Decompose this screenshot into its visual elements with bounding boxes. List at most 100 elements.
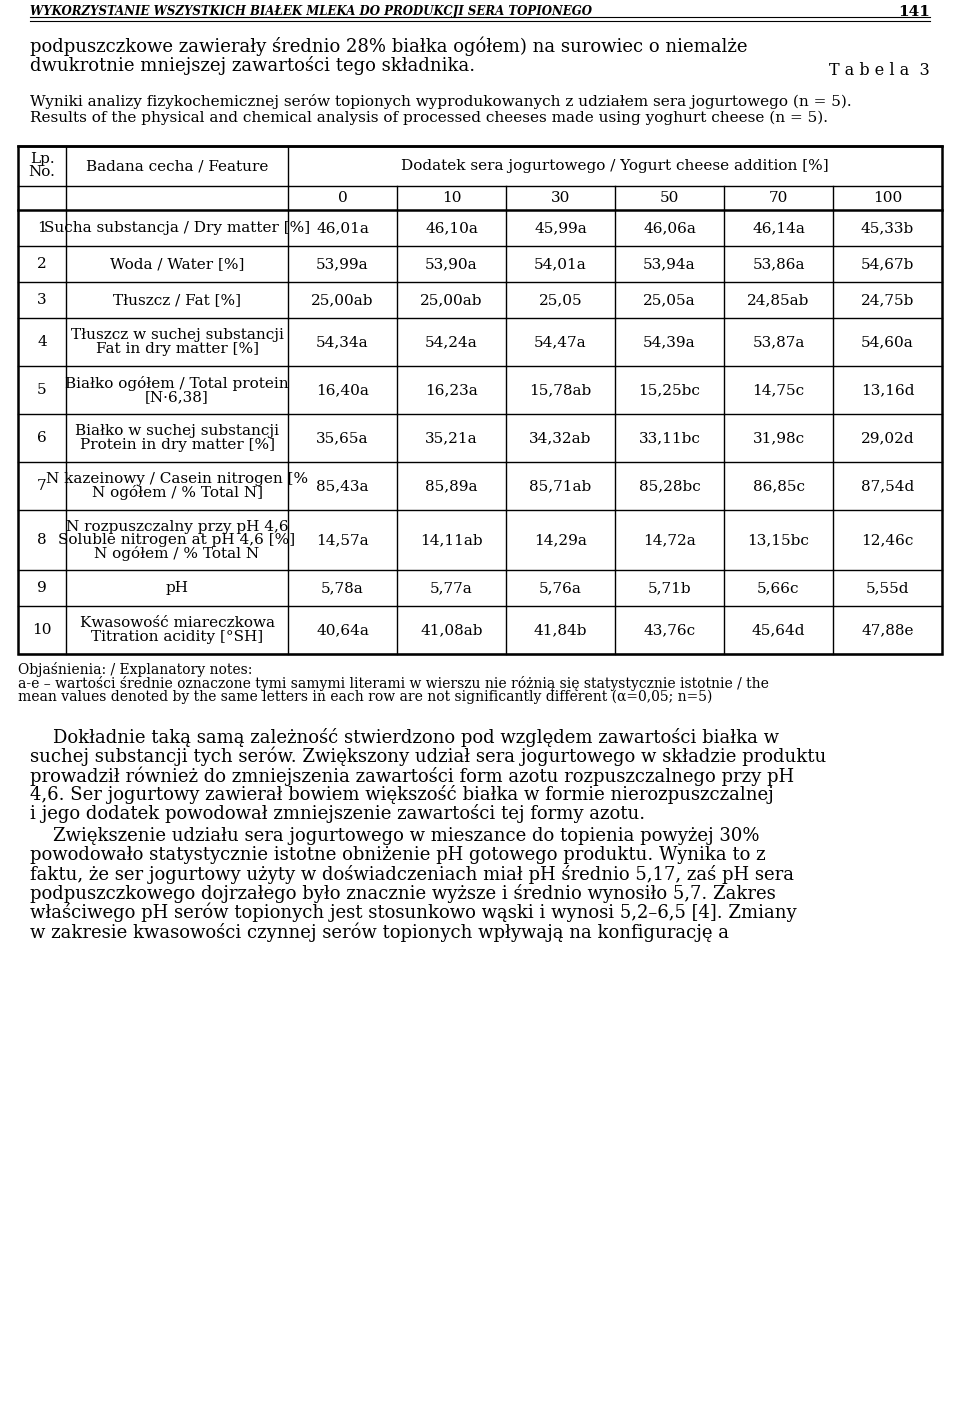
Text: 45,99a: 45,99a [534,221,587,235]
Text: 54,39a: 54,39a [643,335,696,349]
Text: 13,16d: 13,16d [861,383,914,397]
Text: 5,66c: 5,66c [757,581,800,595]
Text: Soluble nitrogen at pH 4,6 [%]: Soluble nitrogen at pH 4,6 [%] [59,533,296,547]
Text: 53,87a: 53,87a [753,335,804,349]
Text: 16,23a: 16,23a [425,383,478,397]
Text: Dokładnie taką samą zależność stwierdzono pod względem zawartości białka w: Dokładnie taką samą zależność stwierdzon… [30,727,779,747]
Text: 24,75b: 24,75b [861,293,914,307]
Text: 85,43a: 85,43a [316,478,369,492]
Text: 86,85c: 86,85c [753,478,804,492]
Text: 14,72a: 14,72a [643,533,696,547]
Text: [N·6,38]: [N·6,38] [145,390,209,404]
Text: N kazeinowy / Casein nitrogen [%: N kazeinowy / Casein nitrogen [% [46,473,308,487]
Text: 70: 70 [769,191,788,205]
Text: 25,05a: 25,05a [643,293,696,307]
Text: 1: 1 [37,221,47,235]
Text: 85,28bc: 85,28bc [638,478,701,492]
Text: mean values denoted by the same letters in each row are not significantly differ: mean values denoted by the same letters … [18,689,712,705]
Text: 29,02d: 29,02d [861,431,914,445]
Text: Protein in dry matter [%]: Protein in dry matter [%] [80,438,275,452]
Text: N ogółem / % Total N: N ogółem / % Total N [94,546,259,561]
Text: No.: No. [29,165,56,179]
Text: 100: 100 [873,191,902,205]
Text: Lp.: Lp. [30,152,55,166]
Text: 4,6. Ser jogurtowy zawierał bowiem większość białka w formie nierozpuszczalnej: 4,6. Ser jogurtowy zawierał bowiem więks… [30,785,774,803]
Text: 5: 5 [37,383,47,397]
Text: Tłuszcz / Fat [%]: Tłuszcz / Fat [%] [113,293,241,307]
Text: dwukrotnie mniejszej zawartości tego składnika.: dwukrotnie mniejszej zawartości tego skł… [30,56,475,75]
Text: 34,32ab: 34,32ab [529,431,591,445]
Text: 54,47a: 54,47a [534,335,587,349]
Text: Woda / Water [%]: Woda / Water [%] [109,257,244,272]
Text: 33,11bc: 33,11bc [638,431,701,445]
Text: 25,00ab: 25,00ab [311,293,373,307]
Text: 24,85ab: 24,85ab [747,293,809,307]
Text: 54,60a: 54,60a [861,335,914,349]
Text: 46,06a: 46,06a [643,221,696,235]
Text: 14,57a: 14,57a [316,533,369,547]
Text: 0: 0 [338,191,348,205]
Text: 54,24a: 54,24a [425,335,478,349]
Text: 45,64d: 45,64d [752,623,805,637]
Text: Tłuszcz w suchej substancji: Tłuszcz w suchej substancji [71,328,283,342]
Text: 5,71b: 5,71b [648,581,691,595]
Text: 25,05: 25,05 [539,293,583,307]
Text: Badana cecha / Feature: Badana cecha / Feature [85,159,268,173]
Text: 5,77a: 5,77a [430,581,473,595]
Text: 87,54d: 87,54d [861,478,914,492]
Text: T a b e l a  3: T a b e l a 3 [829,62,930,79]
Text: 141: 141 [899,6,930,20]
Text: Białko w suchej substancji: Białko w suchej substancji [75,425,279,438]
Text: 30: 30 [551,191,570,205]
Text: 5,55d: 5,55d [866,581,909,595]
Text: 31,98c: 31,98c [753,431,804,445]
Text: 85,89a: 85,89a [425,478,478,492]
Text: 35,21a: 35,21a [425,431,478,445]
Text: prowadził również do zmniejszenia zawartości form azotu rozpuszczalnego przy pH: prowadził również do zmniejszenia zawart… [30,765,794,785]
Text: a-e – wartości średnie oznaczone tymi samymi literami w wierszu nie różnią się s: a-e – wartości średnie oznaczone tymi sa… [18,675,769,691]
Text: Fat in dry matter [%]: Fat in dry matter [%] [95,342,258,356]
Text: 53,94a: 53,94a [643,257,696,272]
Text: 5,78a: 5,78a [322,581,364,595]
Text: podpuszczkowe zawierały średnio 28% białka ogółem) na surowiec o niemalże: podpuszczkowe zawierały średnio 28% biał… [30,37,748,55]
Text: 35,65a: 35,65a [316,431,369,445]
Text: i jego dodatek powodował zmniejszenie zawartości tej formy azotu.: i jego dodatek powodował zmniejszenie za… [30,803,645,823]
Text: N rozpuszczalny przy pH 4,6: N rozpuszczalny przy pH 4,6 [65,519,288,533]
Text: 46,14a: 46,14a [752,221,804,235]
Text: 3: 3 [37,293,47,307]
Text: Titration acidity [°SH]: Titration acidity [°SH] [91,630,263,644]
Text: 8: 8 [37,533,47,547]
Text: 53,86a: 53,86a [753,257,804,272]
Text: 41,84b: 41,84b [534,623,588,637]
Text: Objaśnienia: / Explanatory notes:: Objaśnienia: / Explanatory notes: [18,663,252,677]
Text: 5,76a: 5,76a [540,581,582,595]
Text: Dodatek sera jogurtowego / Yogurt cheese addition [%]: Dodatek sera jogurtowego / Yogurt cheese… [401,159,828,173]
Text: Białko ogółem / Total protein: Białko ogółem / Total protein [65,376,289,391]
Text: 9: 9 [37,581,47,595]
Text: Sucha substancja / Dry matter [%]: Sucha substancja / Dry matter [%] [44,221,310,235]
Text: WYKORZYSTANIE WSZYSTKICH BIAŁEK MLEKA DO PRODUKCJI SERA TOPIONEGO: WYKORZYSTANIE WSZYSTKICH BIAŁEK MLEKA DO… [30,6,592,18]
Text: Wyniki analizy fizykochemicznej serów topionych wyprodukowanych z udziałem sera : Wyniki analizy fizykochemicznej serów to… [30,94,852,108]
Text: 13,15bc: 13,15bc [748,533,809,547]
Text: N ogółem / % Total N]: N ogółem / % Total N] [91,485,262,501]
Text: podpuszczkowego dojrzałego było znacznie wyższe i średnio wynosiło 5,7. Zakres: podpuszczkowego dojrzałego było znacznie… [30,884,776,903]
Text: 10: 10 [33,623,52,637]
Text: w zakresie kwasowości czynnej serów topionych wpływają na konfigurację a: w zakresie kwasowości czynnej serów topi… [30,922,729,941]
Text: pH: pH [165,581,188,595]
Text: właściwego pH serów topionych jest stosunkowo wąski i wynosi 5,2–6,5 [4]. Zmiany: właściwego pH serów topionych jest stosu… [30,903,797,923]
Text: 53,90a: 53,90a [425,257,478,272]
Text: 14,75c: 14,75c [753,383,804,397]
Text: 7: 7 [37,478,47,492]
Text: 25,00ab: 25,00ab [420,293,483,307]
Text: 85,71ab: 85,71ab [529,478,591,492]
Text: 53,99a: 53,99a [316,257,369,272]
Text: 41,08ab: 41,08ab [420,623,483,637]
Text: powodowało statystycznie istotne obniżenie pH gotowego produktu. Wynika to z: powodowało statystycznie istotne obniżen… [30,846,766,864]
Text: 16,40a: 16,40a [316,383,369,397]
Text: Results of the physical and chemical analysis of processed cheeses made using yo: Results of the physical and chemical ana… [30,111,828,125]
Text: 43,76c: 43,76c [643,623,696,637]
Text: 46,10a: 46,10a [425,221,478,235]
Text: suchej substancji tych serów. Zwiększony udział sera jogurtowego w składzie prod: suchej substancji tych serów. Zwiększony… [30,747,827,767]
Text: 15,78ab: 15,78ab [529,383,591,397]
Text: 2: 2 [37,257,47,272]
